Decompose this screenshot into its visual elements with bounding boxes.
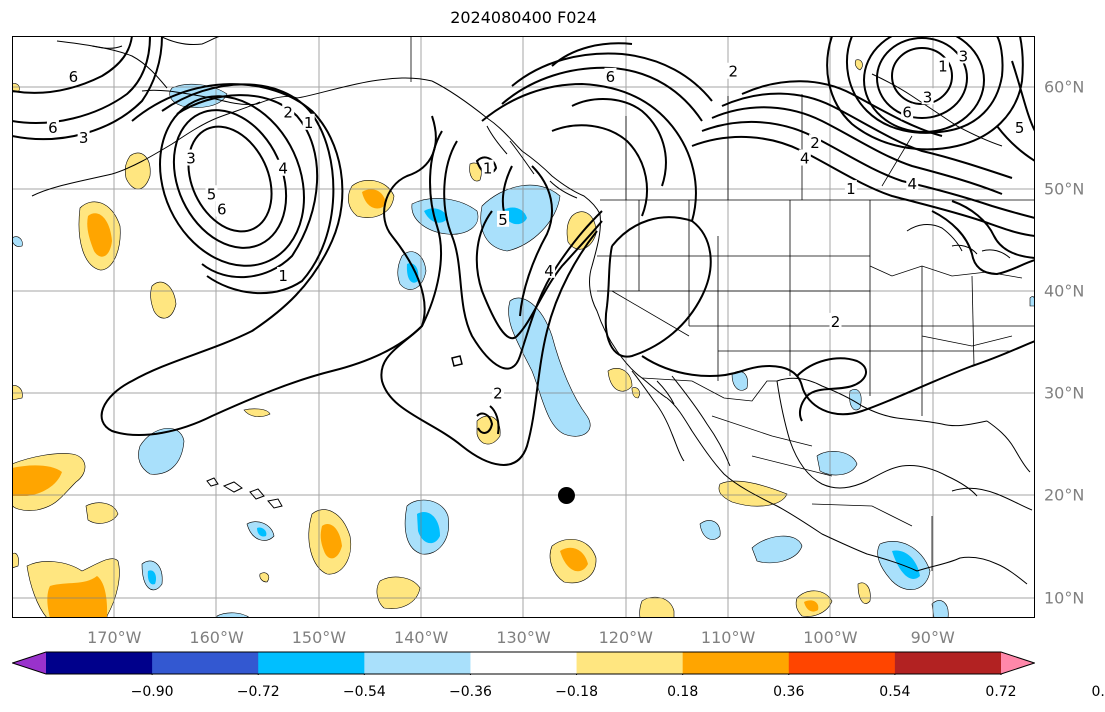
colorbar-tick-label: 0.72: [985, 684, 1017, 700]
contour-label: 2: [810, 134, 820, 152]
contour-lines: [12, 36, 1035, 466]
lon-tick-label: 160°W: [189, 628, 244, 647]
colorbar-segment: [788, 652, 896, 674]
contour-label-bg: [1013, 118, 1026, 135]
contour-label: 4: [544, 262, 554, 280]
contour-label: 5: [1015, 119, 1025, 137]
contour-label: 3: [79, 129, 89, 147]
contour-label-bg: [844, 180, 857, 197]
lon-tick-label: 130°W: [496, 628, 551, 647]
lon-tick-label: 170°W: [87, 628, 142, 647]
contour-label-bg: [46, 118, 59, 135]
contour-label: 4: [800, 150, 810, 168]
colorbar-segment: [46, 652, 153, 674]
colorbar-tick-label: −0.18: [555, 684, 598, 700]
contour-label: 2: [493, 384, 503, 402]
lat-tick-label: 30°N: [1044, 383, 1085, 403]
contour-label-bg: [957, 47, 970, 64]
lon-tick-label: 100°W: [803, 628, 858, 647]
lat-tick-label: 20°N: [1044, 485, 1085, 505]
contour-label-bg: [901, 103, 914, 120]
colorbar-tick-label: −0.54: [342, 684, 386, 700]
lon-tick-label: 150°W: [291, 628, 347, 647]
contour-label: 6: [606, 68, 616, 86]
colorbar-segment: [470, 652, 578, 674]
contour-label-bg: [481, 159, 494, 176]
map-gridlines: [12, 36, 1035, 618]
contour-label-bg: [185, 149, 198, 166]
contour-label: 2: [831, 313, 841, 331]
contour-label-bg: [302, 113, 315, 130]
colorbar-extend-min: [12, 652, 46, 674]
contour-label-bg: [727, 62, 740, 79]
storm-center-marker: [557, 486, 575, 504]
contour-label-bg: [921, 88, 934, 105]
contour-label: 6: [217, 201, 227, 219]
contour-label: 2: [728, 63, 738, 81]
colorbar-segment: [682, 652, 790, 674]
contour-label: 3: [959, 47, 969, 65]
lat-tick-label: 40°N: [1044, 281, 1085, 301]
contour-label-bg: [277, 159, 290, 176]
contour-label-bg: [936, 57, 949, 74]
contour-label-bg: [829, 312, 842, 329]
colorbar-extend-max: [1001, 652, 1035, 674]
colorbar-segment: [364, 652, 471, 674]
lat-tick-label: 60°N: [1044, 77, 1085, 97]
contour-label: 1: [846, 180, 856, 198]
lon-tick-label: 110°W: [700, 628, 756, 647]
contour-label: 2: [283, 104, 293, 122]
colorbar-outline: [12, 651, 1035, 675]
contour-label: 3: [923, 88, 933, 106]
contour-label-bg: [604, 67, 617, 84]
contour-label-bg: [809, 134, 822, 151]
colorbar-tick-label: 0.90: [1091, 684, 1105, 700]
colorbar-segment: [894, 652, 1002, 674]
contour-label: 6: [48, 119, 58, 137]
contour-label-bg: [497, 210, 510, 227]
contour-label-bg: [215, 200, 228, 217]
colorbar-tick-label: 0.18: [667, 684, 699, 700]
contour-label: 1: [304, 114, 314, 132]
colorbar-tick-label: −0.90: [130, 684, 174, 700]
lon-tick-label: 120°W: [598, 628, 653, 647]
contour-label-bg: [491, 384, 504, 401]
contour-label: 6: [69, 68, 79, 86]
contour-label: 6: [902, 104, 912, 122]
contour-label: 4: [907, 175, 917, 193]
contour-label: 3: [186, 150, 196, 168]
contour-label: 1: [278, 267, 288, 285]
contour-label-bg: [277, 266, 290, 283]
contour-label-bg: [543, 261, 556, 278]
colorbar-segment: [576, 652, 684, 674]
colorbar-segment: [152, 652, 259, 674]
contour-label: 5: [498, 211, 508, 229]
colorbar-tick-label: −0.72: [236, 684, 280, 700]
chart-title: 2024080400 F024: [450, 8, 597, 27]
contour-label: 1: [938, 58, 948, 76]
contour-label-bg: [77, 129, 90, 146]
lon-tick-label: 140°W: [394, 628, 449, 647]
contour-label-bg: [798, 149, 811, 166]
lat-tick-label: 50°N: [1044, 179, 1085, 199]
colorbar: [12, 651, 1035, 675]
lon-tick-label: 90°W: [910, 628, 955, 647]
contour-label-bg: [205, 185, 218, 202]
contour-label: 5: [207, 185, 217, 203]
lat-tick-label: 10°N: [1044, 588, 1085, 608]
contour-label: 4: [278, 160, 288, 178]
contour-label-bg: [906, 175, 919, 192]
contour-label: 1: [483, 160, 493, 178]
colorbar-segment: [258, 652, 365, 674]
contour-label-bg: [282, 103, 295, 120]
colorbar-tick-label: −0.36: [448, 684, 492, 700]
contour-label-bg: [67, 67, 80, 84]
colorbar-tick-label: 0.54: [879, 684, 911, 700]
colorbar-tick-label: 0.36: [773, 684, 805, 700]
